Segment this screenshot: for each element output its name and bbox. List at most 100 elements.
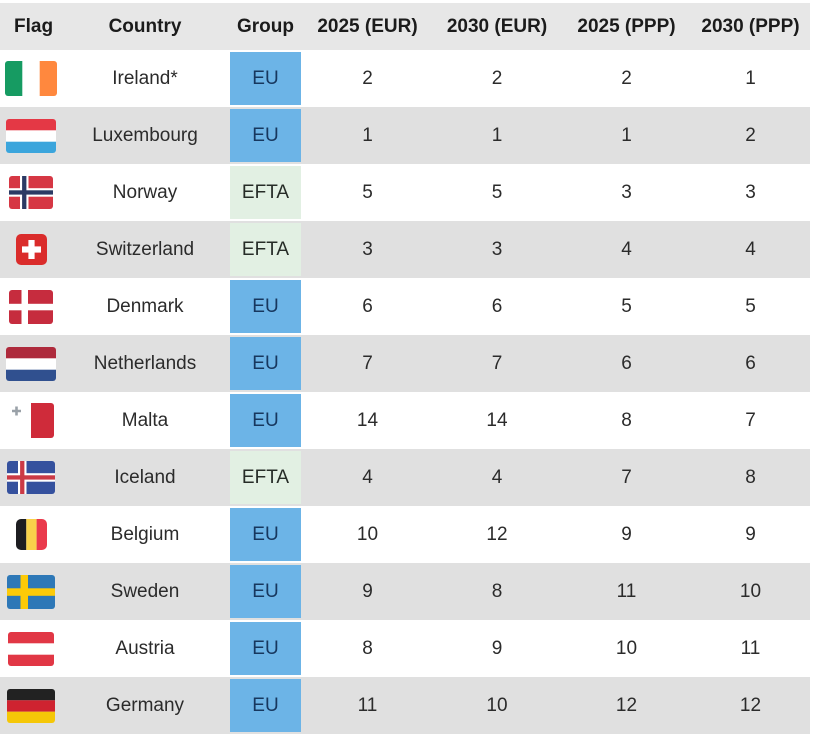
rank-2030-eur-cell: 9 xyxy=(491,637,503,659)
flag-cell xyxy=(0,519,62,550)
group-badge: EU xyxy=(230,622,301,675)
flag-ch-icon xyxy=(15,234,47,265)
rank-2025-eur-cell: 1 xyxy=(362,124,373,146)
table-row: Malta EU 14 14 8 7 xyxy=(0,392,810,449)
rank-2025-ppp-cell: 5 xyxy=(621,295,632,317)
table-row: Netherlands EU 7 7 6 6 xyxy=(0,335,810,392)
group-badge: EU xyxy=(230,52,301,105)
rank-2030-ppp-cell: 11 xyxy=(740,637,761,659)
rank-2025-eur-cell: 10 xyxy=(356,523,379,545)
table-row: Sweden EU 9 8 11 10 xyxy=(0,563,810,620)
country-name: Luxembourg xyxy=(92,124,198,146)
rank-2025-eur-cell: 2 xyxy=(362,67,373,89)
group-badge: EFTA xyxy=(230,223,301,276)
table-row: Germany EU 11 10 12 12 xyxy=(0,677,810,734)
rank-2030-ppp-cell: 3 xyxy=(745,181,756,203)
rank-2025-eur-cell: 14 xyxy=(356,409,379,431)
flag-de-icon xyxy=(7,688,55,723)
country-name: Sweden xyxy=(110,580,180,602)
group-badge: EU xyxy=(230,337,301,390)
rank-2030-ppp-cell: 7 xyxy=(745,409,756,431)
rank-2030-ppp-cell: 2 xyxy=(745,124,756,146)
column-header-2030-ppp: 2030 (PPP) xyxy=(701,15,800,37)
table-body: Ireland* EU 2 2 2 1 Luxembourg EU 1 1 1 … xyxy=(0,50,810,734)
column-header-2025-eur: 2025 (EUR) xyxy=(317,15,418,37)
rank-2030-eur-cell: 14 xyxy=(486,409,508,431)
flag-lu-icon xyxy=(6,118,56,153)
group-badge: EU xyxy=(230,565,301,618)
rank-2025-eur-cell: 7 xyxy=(362,352,373,374)
table-row: Belgium EU 10 12 9 9 xyxy=(0,506,810,563)
flag-cell xyxy=(0,61,62,96)
flag-cell xyxy=(0,118,62,153)
rank-2025-ppp-cell: 1 xyxy=(621,124,632,146)
flag-cell xyxy=(0,176,62,209)
rank-2025-ppp-cell: 9 xyxy=(621,523,632,545)
rank-2030-eur-cell: 8 xyxy=(491,580,503,602)
group-badge: EU xyxy=(230,394,301,447)
rank-2030-eur-cell: 3 xyxy=(491,238,503,260)
flag-cell xyxy=(0,346,62,381)
rank-2025-ppp-cell: 8 xyxy=(621,409,632,431)
flag-cell xyxy=(0,688,62,723)
rank-2030-ppp-cell: 9 xyxy=(745,523,756,545)
flag-nl-icon xyxy=(6,346,56,381)
flag-cell xyxy=(0,289,62,324)
rank-2030-ppp-cell: 4 xyxy=(745,238,756,260)
rank-2025-ppp-cell: 7 xyxy=(621,466,632,488)
rank-2025-ppp-cell: 6 xyxy=(621,352,632,374)
flag-se-icon xyxy=(7,574,55,609)
flag-cell xyxy=(0,234,62,265)
rank-2030-eur-cell: 4 xyxy=(491,466,503,488)
flag-is-icon xyxy=(7,461,55,494)
flag-be-icon xyxy=(15,519,47,550)
rank-2030-eur-cell: 1 xyxy=(491,124,503,146)
country-name: Switzerland xyxy=(95,238,195,260)
table-row: Switzerland EFTA 3 3 4 4 xyxy=(0,221,810,278)
rank-2025-ppp-cell: 3 xyxy=(621,181,632,203)
column-header-2030-eur: 2030 (EUR) xyxy=(446,15,548,37)
rank-2030-ppp-cell: 6 xyxy=(745,352,756,374)
rank-2030-eur-cell: 5 xyxy=(491,181,503,203)
rank-2025-ppp-cell: 12 xyxy=(615,694,638,716)
flag-cell xyxy=(0,631,62,666)
rank-2030-ppp-cell: 12 xyxy=(739,694,762,716)
country-name: Netherlands xyxy=(93,352,197,374)
country-name: Belgium xyxy=(110,523,180,545)
flag-at-icon xyxy=(8,631,54,666)
column-header-group: Group xyxy=(237,15,294,37)
group-badge: EFTA xyxy=(230,451,301,504)
table-row: Austria EU 8 9 10 11 xyxy=(0,620,810,677)
country-name: Norway xyxy=(112,181,178,203)
group-cell: EU xyxy=(228,278,303,335)
flag-dk-icon xyxy=(9,289,53,324)
rank-2025-ppp-cell: 11 xyxy=(616,580,637,602)
column-header-flag: Flag xyxy=(14,15,54,37)
rank-2030-ppp-cell: 1 xyxy=(745,67,756,89)
group-badge: EU xyxy=(230,109,301,162)
group-cell: EU xyxy=(228,335,303,392)
rank-2025-eur-cell: 11 xyxy=(357,694,378,716)
column-header-country: Country xyxy=(108,15,182,37)
group-cell: EFTA xyxy=(228,164,303,221)
flag-cell xyxy=(0,461,62,494)
rank-2030-eur-cell: 10 xyxy=(486,694,508,716)
rank-2025-eur-cell: 8 xyxy=(362,637,373,659)
rank-2030-eur-cell: 12 xyxy=(486,523,508,545)
rank-2025-ppp-cell: 2 xyxy=(621,67,632,89)
flag-cell xyxy=(0,403,62,438)
flag-ie-icon xyxy=(5,61,57,96)
flag-no-icon xyxy=(9,176,53,209)
group-cell: EFTA xyxy=(228,221,303,278)
rank-2030-ppp-cell: 8 xyxy=(745,466,756,488)
rank-2025-eur-cell: 5 xyxy=(362,181,373,203)
rank-2030-eur-cell: 7 xyxy=(491,352,503,374)
rank-2025-ppp-cell: 4 xyxy=(621,238,632,260)
group-cell: EU xyxy=(228,506,303,563)
group-cell: EFTA xyxy=(228,449,303,506)
group-badge: EU xyxy=(230,280,301,333)
country-ranking-table: Flag Country Group 2025 (EUR) 2030 (EUR)… xyxy=(0,3,810,734)
rank-2030-ppp-cell: 10 xyxy=(739,580,762,602)
country-name: Austria xyxy=(115,637,175,659)
rank-2025-eur-cell: 3 xyxy=(362,238,373,260)
